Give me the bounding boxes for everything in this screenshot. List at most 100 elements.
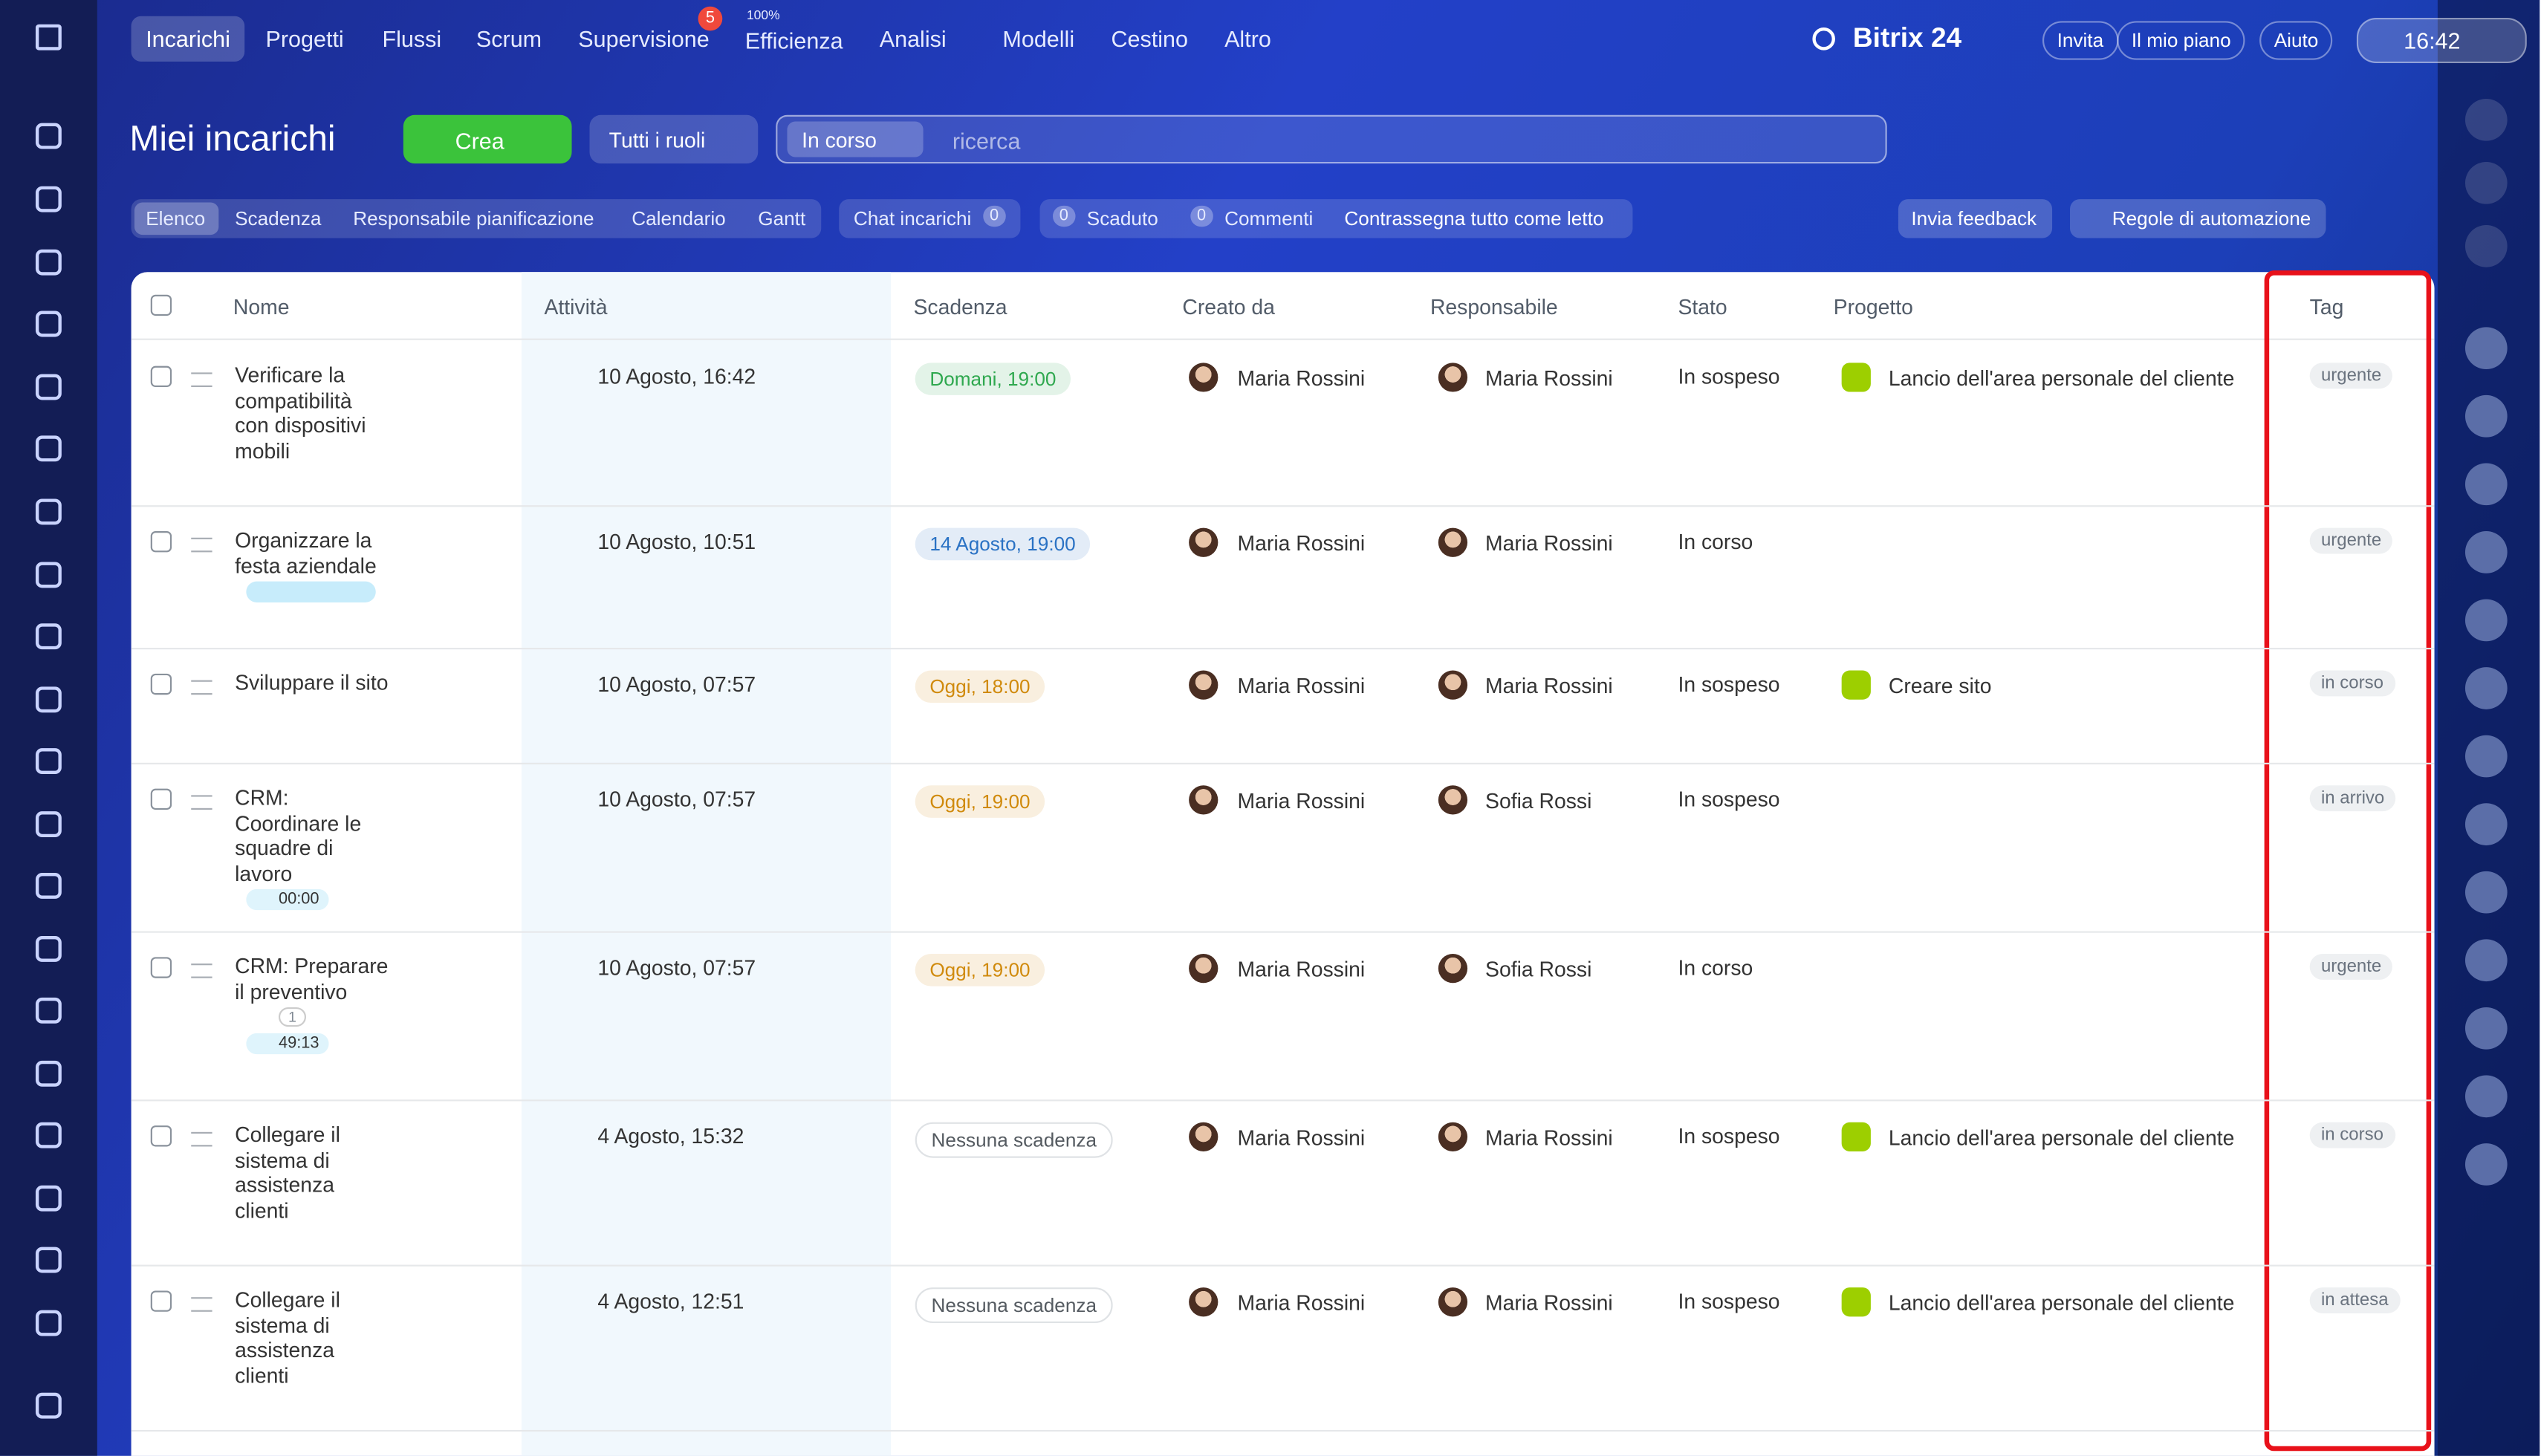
row-checkbox[interactable] [150, 788, 172, 810]
tag[interactable]: urgente [2309, 527, 2393, 554]
sidebar-icon[interactable] [35, 435, 62, 462]
nav-item[interactable]: Efficienza [744, 27, 843, 53]
created-by[interactable]: Maria Rossini [1237, 1290, 1366, 1316]
row-checkbox[interactable] [150, 1125, 172, 1147]
created-by[interactable]: Maria Rossini [1237, 1125, 1366, 1150]
responsible[interactable]: Maria Rossini [1485, 1125, 1613, 1150]
responsible[interactable]: Maria Rossini [1485, 1290, 1613, 1316]
right-icon[interactable] [2464, 803, 2508, 845]
right-icon[interactable] [2464, 939, 2508, 982]
created-by[interactable]: Maria Rossini [1237, 673, 1366, 698]
sidebar-icon[interactable] [35, 623, 62, 650]
drag-handle[interactable] [191, 372, 212, 388]
roles-label[interactable]: Tutti i ruoli [609, 128, 706, 152]
filter-chip-label[interactable]: In corso [802, 128, 877, 152]
view-tab[interactable]: Calendario [632, 207, 726, 230]
roles-button[interactable] [589, 114, 759, 164]
feedback-label[interactable]: Invia feedback [1911, 207, 2037, 230]
filter-chip[interactable] [787, 121, 924, 157]
right-icon[interactable] [2464, 599, 2508, 642]
right-icon[interactable] [2464, 394, 2508, 438]
task-name[interactable]: Verificare la compatibilità con disposit… [235, 363, 366, 463]
clock[interactable]: 16:42 [2356, 17, 2527, 64]
sidebar-icon[interactable] [35, 498, 62, 525]
responsible[interactable]: Sofia Rossi [1485, 788, 1592, 813]
sidebar-icon[interactable] [35, 311, 62, 337]
right-icon[interactable] [2464, 531, 2508, 573]
right-icon[interactable] [2464, 327, 2508, 370]
nav-item[interactable]: Modelli [1002, 25, 1075, 52]
drag-handle[interactable] [191, 1131, 212, 1147]
search-placeholder[interactable]: ricerca [952, 128, 1021, 155]
row-checkbox[interactable] [150, 957, 172, 978]
feedback-button[interactable] [1898, 199, 2053, 238]
column-header[interactable]: Stato [1678, 294, 1727, 319]
overdue-tab[interactable]: Scaduto [1086, 207, 1158, 230]
responsible[interactable]: Maria Rossini [1485, 673, 1613, 698]
column-header[interactable]: Tag [2309, 294, 2344, 319]
column-header[interactable]: Responsabile [1429, 294, 1558, 319]
deadline[interactable]: Nessuna scadenza [915, 1287, 1113, 1324]
deadline[interactable]: Oggi, 19:00 [915, 954, 1045, 987]
deadline[interactable]: Nessuna scadenza [915, 1122, 1113, 1158]
top-button[interactable]: Il mio piano [2117, 21, 2246, 60]
sidebar-icon[interactable] [35, 1122, 62, 1148]
drag-handle[interactable] [191, 680, 212, 695]
sidebar-icon[interactable] [35, 748, 62, 775]
deadline[interactable]: 14 Agosto, 19:00 [915, 527, 1091, 561]
task-name[interactable]: Sviluppare il sito [235, 670, 389, 695]
menu-icon[interactable] [35, 24, 62, 51]
column-header[interactable]: Progetto [1833, 294, 1913, 319]
sidebar-icon[interactable] [35, 1185, 62, 1212]
sidebar-icon[interactable] [35, 686, 62, 713]
created-by[interactable]: Maria Rossini [1237, 531, 1366, 556]
column-header[interactable]: Nome [233, 294, 290, 319]
responsible[interactable]: Maria Rossini [1485, 365, 1613, 391]
row-checkbox[interactable] [150, 1290, 172, 1312]
right-icon[interactable] [2464, 98, 2508, 141]
column-header[interactable]: Creato da [1182, 294, 1275, 319]
responsible[interactable]: Sofia Rossi [1485, 957, 1592, 982]
sidebar-icon[interactable] [35, 123, 62, 149]
task-name[interactable]: Collegare il sistema di assistenza clien… [235, 1122, 340, 1222]
created-by[interactable]: Maria Rossini [1237, 788, 1366, 813]
task-name[interactable]: Collegare il sistema di assistenza clien… [235, 1287, 340, 1388]
sidebar-icon[interactable] [35, 936, 62, 962]
top-button[interactable]: Invita [2042, 21, 2118, 60]
nav-item[interactable]: Scrum [476, 25, 542, 52]
nav-item[interactable]: Flussi [382, 25, 442, 52]
sidebar-icon[interactable] [35, 374, 62, 400]
right-icon[interactable] [2464, 162, 2508, 204]
top-button[interactable]: Aiuto [2259, 21, 2333, 60]
right-icon[interactable] [2464, 1143, 2508, 1186]
row-checkbox[interactable] [150, 531, 172, 553]
task-name[interactable]: Organizzare la festa aziendale [235, 527, 377, 578]
right-icon[interactable] [2464, 463, 2508, 506]
deadline[interactable]: Oggi, 19:00 [915, 785, 1045, 818]
tag[interactable]: in corso [2309, 670, 2395, 697]
nav-item[interactable]: Incarichi [146, 25, 230, 52]
drag-handle[interactable] [191, 1297, 212, 1312]
search-box[interactable] [776, 114, 1887, 164]
row-checkbox[interactable] [150, 365, 172, 388]
nav-item[interactable]: Supervisione [578, 25, 710, 52]
view-tab[interactable]: Gantt [758, 207, 806, 230]
sidebar-icon[interactable] [35, 873, 62, 899]
project[interactable]: Lancio dell'area personale del cliente [1888, 365, 2235, 391]
project[interactable]: Lancio dell'area personale del cliente [1888, 1290, 2235, 1316]
view-tab[interactable]: Scadenza [235, 207, 322, 230]
right-icon[interactable] [2464, 225, 2508, 267]
drag-handle[interactable] [191, 963, 212, 978]
sidebar-icon[interactable] [35, 186, 62, 212]
chat-tab[interactable]: Chat incarichi [853, 207, 972, 230]
created-by[interactable]: Maria Rossini [1237, 365, 1366, 391]
task-name[interactable]: CRM: Preparare il preventivo [235, 954, 389, 1004]
drag-handle[interactable] [191, 537, 212, 553]
tag[interactable]: urgente [2309, 954, 2393, 980]
create-button[interactable] [403, 114, 572, 164]
right-icon[interactable] [2464, 667, 2508, 709]
tag[interactable]: in attesa [2309, 1287, 2400, 1313]
row-checkbox[interactable] [150, 673, 172, 695]
tag[interactable]: in corso [2309, 1122, 2395, 1148]
sidebar-icon[interactable] [35, 1060, 62, 1087]
